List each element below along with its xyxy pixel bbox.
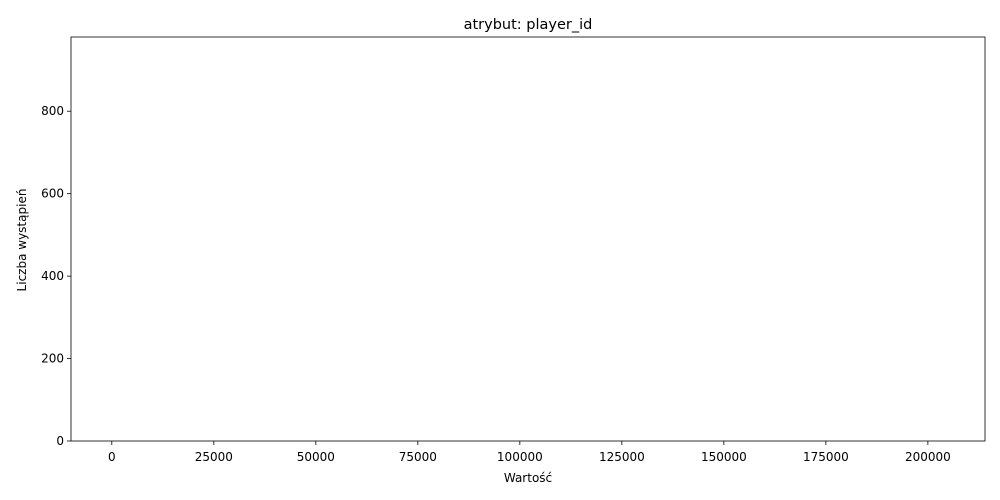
x-tick-label: 75000 [399, 450, 437, 464]
x-tick-label: 175000 [803, 450, 849, 464]
x-tick-label: 0 [108, 450, 116, 464]
y-tick-label: 200 [41, 352, 64, 366]
x-tick-label: 150000 [701, 450, 747, 464]
y-axis: 0 200 400 600 800 [41, 104, 71, 448]
x-axis-label: Wartość [504, 471, 552, 485]
plot-frame [70, 36, 986, 442]
x-axis: 0 25000 50000 75000 100000 125000 150000 175000… [108, 441, 951, 464]
y-tick-label: 600 [41, 187, 64, 201]
x-tick-label: 100000 [497, 450, 543, 464]
chart-title: atrybut: player_id [464, 17, 593, 33]
plot-area [70, 36, 986, 442]
x-tick-label: 25000 [195, 450, 233, 464]
x-tick-label: 50000 [297, 450, 335, 464]
x-tick-label: 200000 [905, 450, 951, 464]
y-axis-label: Liczba wystąpień [15, 189, 29, 292]
y-tick-label: 800 [41, 104, 64, 118]
x-tick-label: 125000 [599, 450, 645, 464]
y-tick-label: 0 [56, 434, 64, 448]
y-tick-label: 400 [41, 269, 64, 283]
